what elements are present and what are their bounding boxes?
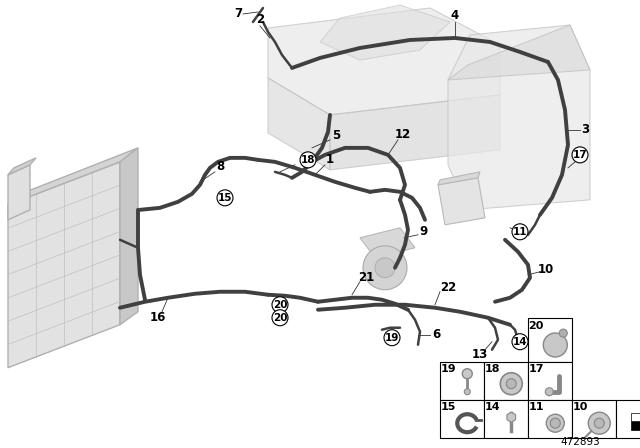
Text: 9: 9: [420, 225, 428, 238]
Text: 10: 10: [572, 402, 588, 412]
Text: 13: 13: [472, 348, 488, 361]
Polygon shape: [268, 78, 330, 170]
Bar: [484, 400, 528, 438]
Circle shape: [545, 388, 553, 396]
Bar: [528, 400, 572, 438]
Polygon shape: [438, 172, 480, 185]
Text: 18: 18: [484, 364, 500, 374]
Bar: [572, 400, 616, 438]
Text: 15: 15: [218, 193, 232, 203]
Polygon shape: [8, 148, 138, 205]
Text: 17: 17: [573, 150, 588, 160]
Text: 14: 14: [513, 337, 527, 347]
Bar: [528, 362, 572, 400]
Circle shape: [375, 258, 395, 278]
Text: 10: 10: [538, 263, 554, 276]
Circle shape: [512, 224, 528, 240]
Circle shape: [543, 333, 567, 357]
Polygon shape: [448, 25, 590, 80]
Text: 21: 21: [358, 271, 374, 284]
Text: 11: 11: [513, 227, 527, 237]
Text: 5: 5: [332, 129, 340, 142]
Text: 12: 12: [395, 129, 411, 142]
Circle shape: [217, 190, 233, 206]
Polygon shape: [507, 412, 516, 422]
Polygon shape: [8, 165, 30, 220]
Polygon shape: [268, 8, 500, 115]
Bar: [631, 413, 640, 421]
Text: 3: 3: [581, 123, 589, 136]
Text: 20: 20: [273, 313, 287, 323]
Circle shape: [384, 330, 400, 346]
Text: 20: 20: [273, 300, 287, 310]
Circle shape: [464, 389, 470, 395]
Circle shape: [559, 329, 567, 337]
Ellipse shape: [550, 418, 560, 428]
Polygon shape: [8, 162, 120, 368]
Text: 22: 22: [440, 281, 456, 294]
Polygon shape: [360, 228, 415, 258]
Circle shape: [506, 379, 516, 389]
Text: 19: 19: [385, 333, 399, 343]
Polygon shape: [8, 158, 36, 175]
Text: 11: 11: [528, 402, 544, 412]
Bar: [440, 362, 484, 400]
Text: 1: 1: [326, 153, 334, 166]
Polygon shape: [330, 95, 500, 170]
Circle shape: [300, 152, 316, 168]
Text: 472893: 472893: [560, 437, 600, 447]
Polygon shape: [438, 178, 485, 225]
Text: 17: 17: [528, 364, 544, 374]
Text: 14: 14: [484, 402, 500, 412]
Circle shape: [572, 147, 588, 163]
Text: 20: 20: [528, 321, 544, 331]
Bar: [631, 421, 640, 430]
Text: 4: 4: [451, 9, 459, 22]
Circle shape: [363, 246, 407, 290]
Polygon shape: [320, 5, 450, 60]
Bar: [528, 318, 572, 362]
Circle shape: [595, 418, 604, 428]
Ellipse shape: [547, 414, 564, 432]
Text: 7: 7: [234, 8, 242, 21]
Circle shape: [500, 373, 522, 395]
Bar: [440, 400, 484, 438]
Circle shape: [272, 297, 288, 313]
Polygon shape: [448, 25, 590, 210]
Circle shape: [512, 334, 528, 350]
Text: 8: 8: [216, 160, 224, 173]
Circle shape: [272, 310, 288, 326]
Text: 16: 16: [150, 311, 166, 324]
Text: 2: 2: [256, 13, 264, 26]
Bar: [484, 362, 528, 400]
Bar: [616, 400, 640, 438]
Polygon shape: [120, 148, 138, 325]
Text: 15: 15: [440, 402, 456, 412]
Circle shape: [588, 412, 611, 434]
Text: 19: 19: [440, 364, 456, 374]
Text: 18: 18: [301, 155, 316, 165]
Circle shape: [462, 369, 472, 379]
Text: 6: 6: [432, 328, 440, 341]
